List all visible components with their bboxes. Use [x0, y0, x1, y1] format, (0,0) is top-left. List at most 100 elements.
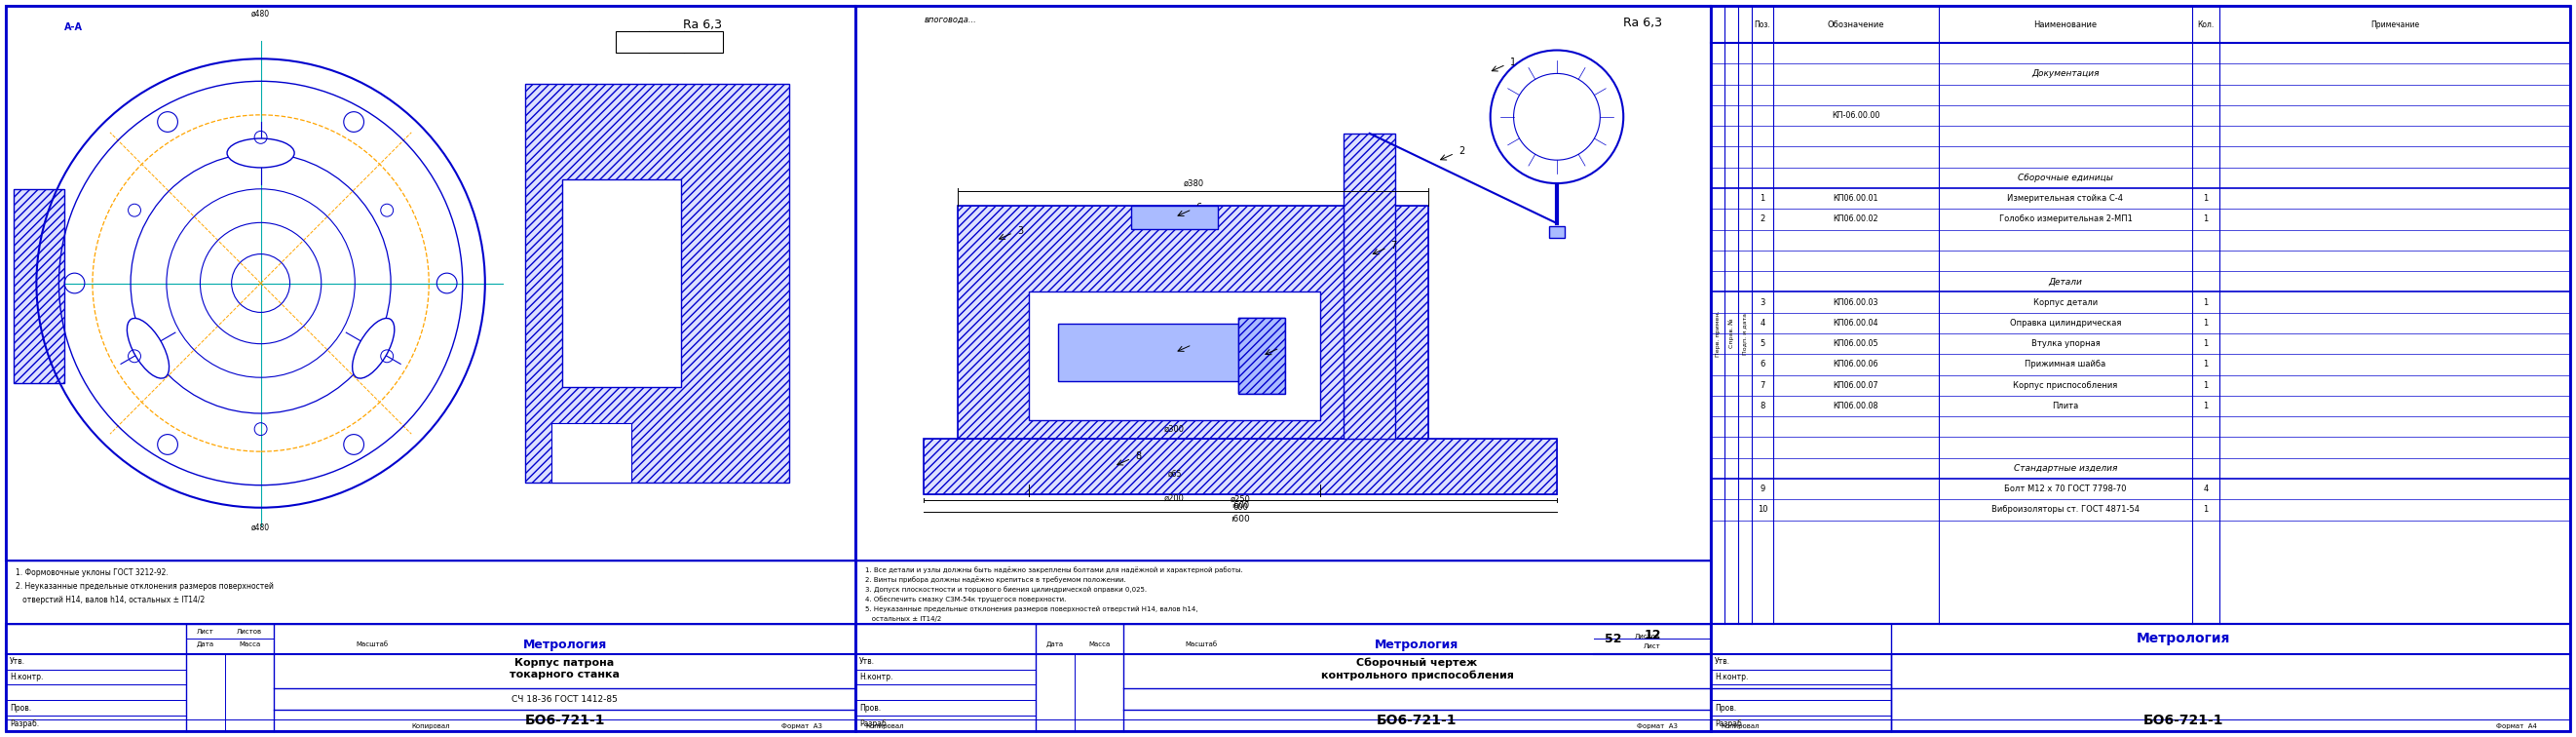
Text: ו600: ו600 [1231, 501, 1249, 510]
Text: Наименование: Наименование [2032, 20, 2097, 29]
Text: Примечание: Примечание [2370, 20, 2419, 29]
Text: КП-06.00.00: КП-06.00.00 [1832, 111, 1880, 120]
Text: Прижимная шайба: Прижимная шайба [2025, 360, 2107, 369]
Text: Масштаб: Масштаб [1185, 642, 1218, 647]
Bar [925, 439, 1556, 494]
Text: 6: 6 [1195, 203, 1203, 212]
Text: Утв.: Утв. [1716, 657, 1731, 666]
Text: Справ. №: Справ. № [1728, 318, 1734, 349]
Bar [5, 561, 855, 624]
Text: Пров.: Пров. [1716, 704, 1736, 713]
Bar [1710, 669, 1891, 685]
Text: 1: 1 [2202, 318, 2208, 327]
Text: Кол.: Кол. [2197, 20, 2215, 29]
Bar [526, 83, 791, 483]
Text: 4. Обеспечить смазку СЗМ-54к трущегося поверхности.: 4. Обеспечить смазку СЗМ-54к трущегося п… [866, 596, 1066, 603]
Text: Метрология: Метрология [523, 639, 605, 652]
Text: 1. Формовочные уклоны ГОСТ 3212-92.: 1. Формовочные уклоны ГОСТ 3212-92. [15, 568, 167, 576]
Bar [1710, 685, 1891, 700]
Bar [1710, 654, 1891, 669]
Text: Формат  А3: Формат А3 [1636, 723, 1677, 729]
Text: Формат  А3: Формат А3 [781, 723, 822, 729]
Bar [1710, 6, 2571, 624]
Text: Пров.: Пров. [860, 704, 881, 713]
Text: остальных ± IT14/2: остальных ± IT14/2 [866, 616, 940, 622]
Text: А-А: А-А [64, 22, 82, 32]
Text: Метрология: Метрология [2136, 632, 2231, 646]
Text: 1: 1 [1759, 194, 1765, 203]
Text: Формат  А4: Формат А4 [2496, 723, 2537, 729]
Bar [5, 6, 855, 561]
Bar [855, 654, 1036, 669]
Text: 3. Допуск плоскостности и торцового биения цилиндрической оправки 0,025.: 3. Допуск плоскостности и торцового биен… [866, 587, 1146, 593]
Text: Перв. примен.: Перв. примен. [1716, 310, 1721, 357]
Text: 1: 1 [2202, 194, 2208, 203]
Text: 7: 7 [1759, 381, 1765, 390]
Text: 1: 1 [2202, 360, 2208, 369]
Text: ø200: ø200 [1164, 494, 1185, 503]
Text: 2. Винты прибора должны надёжно крепиться в требуемом положении.: 2. Винты прибора должны надёжно крепитьс… [866, 577, 1126, 584]
Text: Копировал: Копировал [412, 723, 451, 729]
Ellipse shape [227, 139, 294, 167]
Text: 52: 52 [1605, 632, 1623, 646]
Text: Виброизоляторы ст. ГОСТ 4871-54: Виброизоляторы ст. ГОСТ 4871-54 [1991, 506, 2141, 514]
Bar [1710, 624, 2571, 731]
Text: Плита: Плита [2053, 402, 2079, 411]
Text: 600: 600 [1234, 503, 1249, 512]
Text: СЧ 18-36 ГОСТ 1412-85: СЧ 18-36 ГОСТ 1412-85 [513, 694, 618, 703]
Bar [551, 423, 631, 483]
Text: Пров.: Пров. [10, 704, 31, 713]
Text: 5. Неуказанные предельные отклонения размеров поверхностей отверстий H14, валов : 5. Неуказанные предельные отклонения раз… [866, 606, 1198, 612]
Text: Детали: Детали [2048, 277, 2081, 286]
Text: ø480: ø480 [252, 523, 270, 531]
Text: Стандартные изделия: Стандартные изделия [2014, 464, 2117, 472]
Text: отверстий H14, валов h14, остальных ± IT14/2: отверстий H14, валов h14, остальных ± IT… [15, 595, 206, 604]
Ellipse shape [126, 318, 170, 378]
Text: 4: 4 [1195, 338, 1203, 348]
Text: БО6-721-1: БО6-721-1 [2143, 713, 2223, 727]
Text: КП06.00.05: КП06.00.05 [1834, 340, 1878, 348]
Text: Ra 6,3: Ra 6,3 [1623, 17, 1662, 29]
Text: Н.контр.: Н.контр. [10, 673, 44, 682]
Text: ø250: ø250 [1231, 495, 1249, 503]
Text: КП06.00.02: КП06.00.02 [1834, 215, 1878, 224]
Bar [1710, 716, 1891, 731]
Text: 9: 9 [1759, 485, 1765, 494]
Text: 6: 6 [1759, 360, 1765, 369]
Bar [5, 624, 855, 731]
Text: Лист: Лист [1643, 643, 1662, 649]
Text: 1: 1 [1510, 57, 1515, 68]
Bar [1131, 206, 1218, 229]
Text: Масса: Масса [1087, 642, 1110, 647]
Bar [5, 669, 185, 685]
Text: Утв.: Утв. [10, 657, 26, 666]
Text: 5: 5 [1759, 340, 1765, 348]
Text: Корпус приспособления: Корпус приспособления [2014, 381, 2117, 390]
Text: Сборочный чертеж
контрольного приспособления: Сборочный чертеж контрольного приспособл… [1321, 658, 1515, 680]
Text: КП06.00.01: КП06.00.01 [1834, 194, 1878, 203]
Bar [13, 189, 64, 383]
Bar [1028, 292, 1321, 420]
Text: КП06.00.03: КП06.00.03 [1834, 298, 1878, 307]
Text: 1: 1 [2202, 215, 2208, 224]
Text: Копировал: Копировал [866, 723, 904, 729]
Bar [562, 179, 680, 387]
Bar [1059, 324, 1278, 382]
Bar [855, 685, 1036, 700]
Text: Разраб.: Разраб. [1716, 719, 1744, 728]
Text: Н.контр.: Н.контр. [1716, 673, 1749, 682]
Text: Втулка упорная: Втулка упорная [2030, 340, 2099, 348]
Text: 1: 1 [2202, 298, 2208, 307]
Text: Дата: Дата [196, 641, 214, 648]
Bar [855, 561, 1710, 624]
Bar [855, 669, 1036, 685]
Text: Листов: Листов [1636, 634, 1662, 640]
Text: Разраб.: Разраб. [10, 719, 39, 728]
Text: Разраб.: Разраб. [860, 719, 889, 728]
Text: Подп. и дата: Подп. и дата [1741, 312, 1747, 354]
Bar [616, 31, 724, 52]
Bar [958, 206, 1430, 439]
Text: Оправка цилиндрическая: Оправка цилиндрическая [2009, 318, 2120, 327]
Ellipse shape [353, 318, 394, 378]
Text: БО6-721-1: БО6-721-1 [526, 713, 605, 727]
